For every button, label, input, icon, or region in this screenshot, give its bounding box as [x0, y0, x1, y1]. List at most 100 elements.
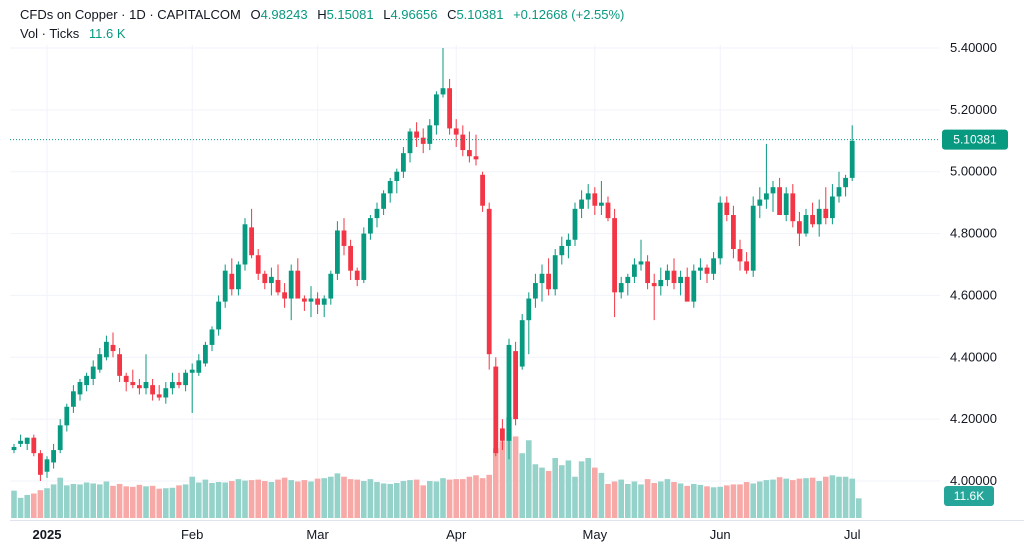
candle-body	[658, 279, 664, 287]
candle-body	[585, 193, 591, 200]
volume-bar	[407, 480, 413, 518]
volume-bar	[262, 481, 268, 518]
volume-bar	[83, 482, 90, 518]
candle-body	[308, 298, 314, 302]
y-tick-label: 4.80000	[950, 226, 997, 241]
candle-body	[335, 230, 340, 274]
candle-body	[770, 187, 776, 194]
candle-body	[216, 301, 221, 330]
candle-body	[104, 341, 109, 358]
volume-bar	[671, 482, 677, 518]
volume-bar	[446, 479, 453, 518]
volume-bar	[790, 480, 796, 518]
low-value: 4.96656	[390, 7, 438, 22]
legend-volume: Vol · Ticks 11.6 K	[20, 26, 126, 41]
candle-body	[744, 261, 749, 271]
volume-bar	[70, 483, 77, 518]
volume-bar	[110, 485, 116, 518]
volume-bar	[592, 467, 598, 518]
candle-body	[328, 273, 334, 299]
candle-body	[665, 270, 670, 280]
change-value: +0.12668 (+2.55%)	[513, 7, 625, 22]
candle-body	[24, 437, 30, 444]
candle-body	[394, 171, 400, 181]
candle-body	[810, 215, 815, 225]
volume-bar	[314, 478, 321, 518]
y-tick-label: 4.20000	[950, 411, 997, 426]
candle-body	[183, 372, 188, 386]
candle-layer	[11, 48, 855, 481]
candle-body	[632, 264, 637, 277]
symbol-title[interactable]: CFDs on Copper · 1D · CAPITALCOM	[20, 7, 241, 22]
volume-bar	[90, 483, 96, 518]
last-price-tag: 5.10381	[942, 129, 1008, 150]
volume-bar	[453, 479, 459, 518]
volume-bar	[479, 478, 486, 518]
candle-body	[764, 193, 769, 200]
x-tick-label: Apr	[446, 527, 467, 542]
candle-body	[295, 270, 301, 299]
candle-body	[678, 276, 683, 284]
volume-bar	[803, 478, 809, 518]
candle-body	[625, 276, 631, 284]
candle-body	[420, 137, 426, 144]
volume-bar	[37, 490, 44, 518]
y-tick-label: 4.60000	[950, 287, 997, 302]
volume-bar	[328, 476, 334, 518]
candle-body	[97, 354, 103, 370]
last-price-label: 5.10381	[953, 133, 997, 147]
candle-body	[717, 202, 723, 259]
candle-body	[189, 369, 195, 373]
y-tick-label: 4.40000	[950, 349, 997, 364]
volume-bar	[163, 488, 169, 518]
volume-bar	[644, 479, 651, 518]
candle-body	[130, 382, 136, 386]
candle-body	[381, 193, 386, 209]
volume-bar	[248, 480, 255, 518]
volume-bar	[420, 485, 426, 518]
volume-bar	[526, 440, 532, 518]
close-label: C	[447, 7, 457, 22]
x-tick-label: Jul	[844, 527, 861, 542]
volume-bar	[255, 479, 261, 518]
volume-label[interactable]: Vol · Ticks	[20, 26, 80, 41]
candle-body	[262, 273, 268, 284]
candle-body	[803, 215, 809, 234]
candle-body	[526, 298, 532, 321]
volume-bar	[651, 482, 657, 518]
volume-bar	[116, 483, 123, 518]
candle-body	[612, 218, 617, 293]
x-tick-label: Mar	[306, 527, 329, 542]
volume-bar	[743, 482, 750, 518]
open-value: 4.98243	[260, 7, 308, 22]
candle-body	[638, 261, 644, 265]
volume-bar	[268, 482, 275, 518]
candle-body	[750, 205, 756, 271]
candle-body	[513, 351, 518, 420]
volume-bar	[229, 481, 235, 518]
volume-bar	[677, 483, 684, 518]
volume-bar	[757, 481, 763, 518]
volume-bar	[17, 497, 24, 518]
candle-body	[592, 193, 598, 206]
volume-bar	[301, 480, 308, 518]
volume-bar	[57, 477, 63, 518]
volume-bar	[136, 484, 143, 518]
volume-bar	[776, 477, 783, 518]
volume-bar	[578, 461, 585, 518]
candle-body	[170, 382, 175, 389]
candle-body	[110, 344, 116, 352]
volume-bar	[809, 477, 816, 518]
volume-bar	[400, 481, 407, 518]
x-tick-label: 2025	[33, 527, 62, 542]
x-tick-label: May	[583, 527, 608, 542]
volume-bar	[149, 485, 156, 518]
volume-bar	[618, 479, 624, 518]
volume-bar	[697, 484, 704, 518]
volume-bar	[783, 478, 789, 518]
volume-bar	[691, 483, 697, 518]
candle-body	[236, 264, 241, 290]
candle-body	[579, 199, 584, 209]
volume-bar	[539, 467, 545, 518]
